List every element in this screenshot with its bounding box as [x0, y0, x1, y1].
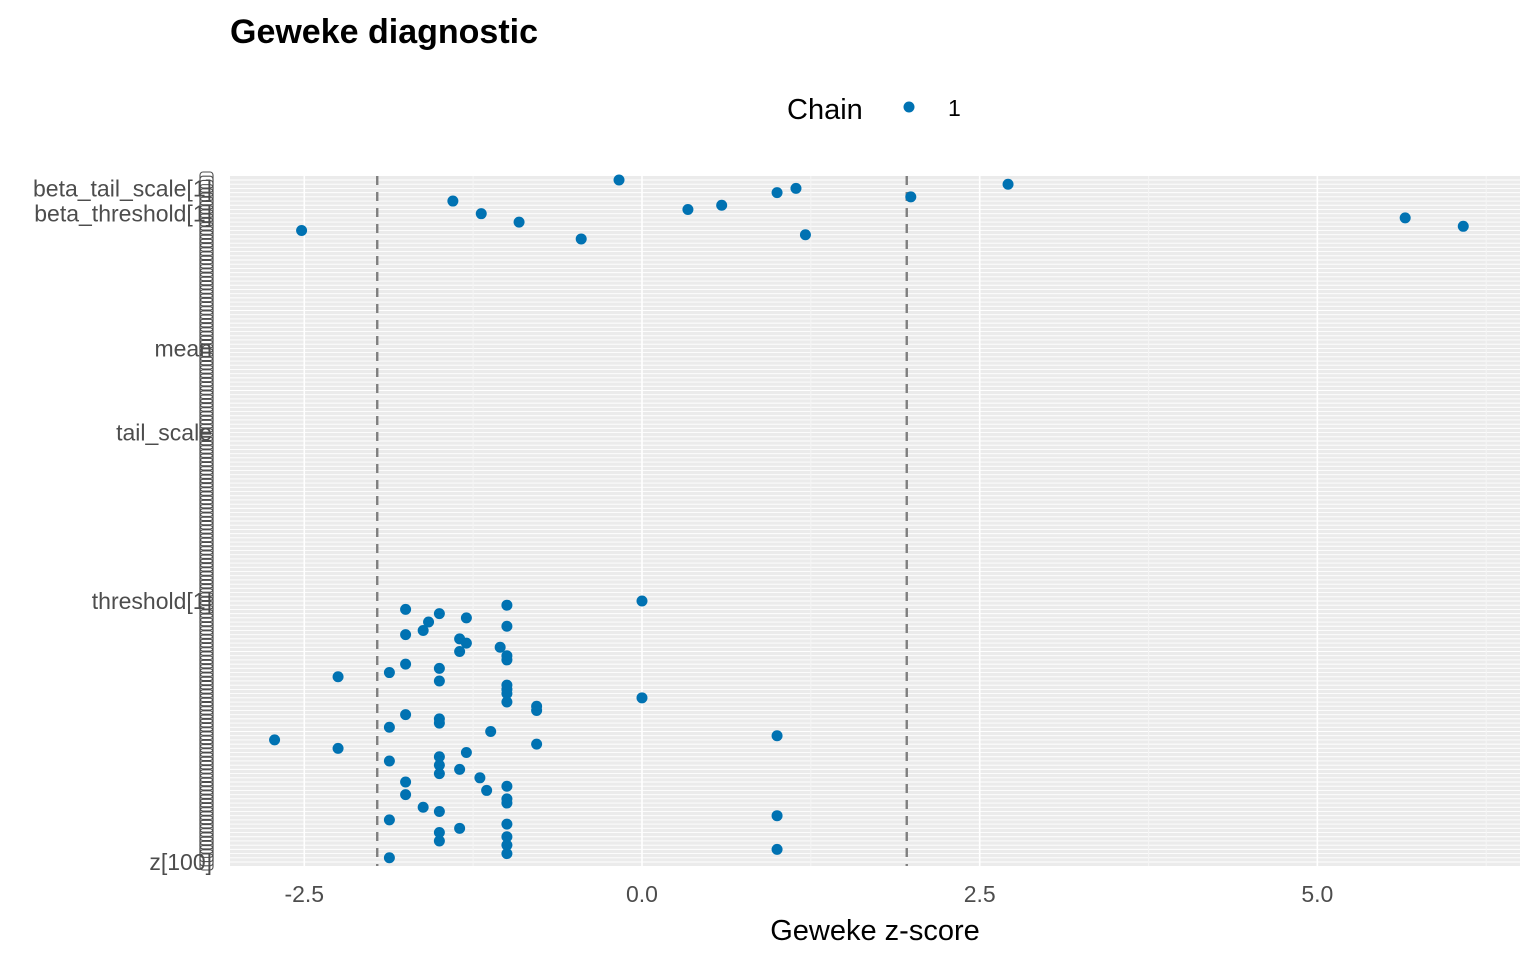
data-point — [400, 658, 412, 670]
data-point — [460, 747, 472, 759]
data-point — [501, 848, 513, 860]
data-point — [433, 608, 445, 620]
data-points — [269, 174, 1469, 864]
data-point — [454, 646, 466, 658]
data-point — [799, 229, 811, 241]
data-point — [531, 738, 543, 750]
data-point — [383, 755, 395, 767]
data-point — [501, 780, 513, 792]
y-tick-label: tail_scale — [116, 420, 212, 446]
data-point — [501, 599, 513, 611]
y-tick-label: threshold[1] — [92, 588, 212, 614]
y-tick-label: z[100] — [149, 849, 212, 875]
data-point — [531, 704, 543, 716]
data-point — [636, 692, 648, 704]
legend: Chain 1 — [787, 94, 961, 126]
data-point — [296, 225, 308, 237]
data-point — [269, 734, 281, 746]
x-tick-label: 5.0 — [1301, 881, 1333, 907]
legend-title: Chain — [787, 94, 863, 126]
data-point — [433, 662, 445, 674]
data-point — [383, 852, 395, 864]
data-point — [433, 759, 445, 771]
legend-marker — [903, 101, 915, 113]
data-point — [433, 835, 445, 847]
data-point — [1002, 178, 1014, 190]
x-tick-label: -2.5 — [284, 881, 324, 907]
data-point — [433, 805, 445, 817]
y-tick-labels: beta_tail_scale[1]beta_threshold[1]mean t… — [33, 171, 214, 875]
data-point — [501, 654, 513, 666]
data-point — [790, 182, 802, 194]
data-point — [716, 199, 728, 211]
data-point — [400, 603, 412, 615]
legend-label: 1 — [948, 95, 961, 121]
data-point — [771, 810, 783, 822]
data-point — [332, 742, 344, 754]
x-tick-labels: -2.5 0.0 2.5 5.0 — [284, 881, 1333, 907]
data-point — [905, 191, 917, 203]
data-point — [417, 624, 429, 636]
data-point — [501, 818, 513, 830]
data-point — [513, 216, 525, 228]
data-point — [460, 612, 472, 624]
data-point — [383, 667, 395, 679]
data-point — [400, 789, 412, 801]
data-point — [475, 208, 487, 220]
y-tick-glyph — [199, 853, 214, 871]
data-point — [454, 763, 466, 775]
data-point — [613, 174, 625, 186]
data-point — [481, 784, 493, 796]
data-point — [1399, 212, 1411, 224]
data-point — [400, 776, 412, 788]
data-point — [400, 629, 412, 641]
data-point — [575, 233, 587, 245]
data-point — [474, 772, 486, 784]
data-point — [501, 839, 513, 851]
x-tick-label: 0.0 — [626, 881, 658, 907]
chart-title: Geweke diagnostic — [230, 13, 538, 51]
x-axis-title: Geweke z-score — [770, 915, 980, 947]
data-point — [771, 843, 783, 855]
data-point — [501, 831, 513, 843]
data-point — [501, 688, 513, 700]
x-gridlines — [303, 176, 1487, 866]
data-point — [636, 595, 648, 607]
data-point — [433, 751, 445, 763]
data-point — [682, 203, 694, 215]
data-point — [501, 620, 513, 632]
data-point — [383, 814, 395, 826]
y-tick-label: mean — [154, 335, 212, 361]
y-gridlines — [230, 179, 1520, 863]
y-tick-label: beta_threshold[1] — [34, 201, 212, 227]
data-point — [501, 797, 513, 809]
data-point — [1457, 220, 1469, 232]
reference-lines — [376, 176, 908, 866]
data-point — [332, 671, 344, 683]
data-point — [433, 717, 445, 729]
data-point — [771, 187, 783, 199]
data-point — [433, 768, 445, 780]
data-point — [383, 721, 395, 733]
y-tick-label: beta_tail_scale[1] — [33, 175, 212, 201]
data-point — [485, 725, 497, 737]
data-point — [771, 730, 783, 742]
data-point — [460, 637, 472, 649]
data-point — [400, 709, 412, 721]
data-point — [433, 827, 445, 839]
data-point — [447, 195, 459, 207]
data-point — [433, 675, 445, 687]
data-point — [423, 616, 435, 628]
data-point — [501, 696, 513, 708]
data-point — [417, 801, 429, 813]
x-tick-label: 2.5 — [964, 881, 996, 907]
data-point — [494, 641, 506, 653]
data-point — [454, 822, 466, 834]
